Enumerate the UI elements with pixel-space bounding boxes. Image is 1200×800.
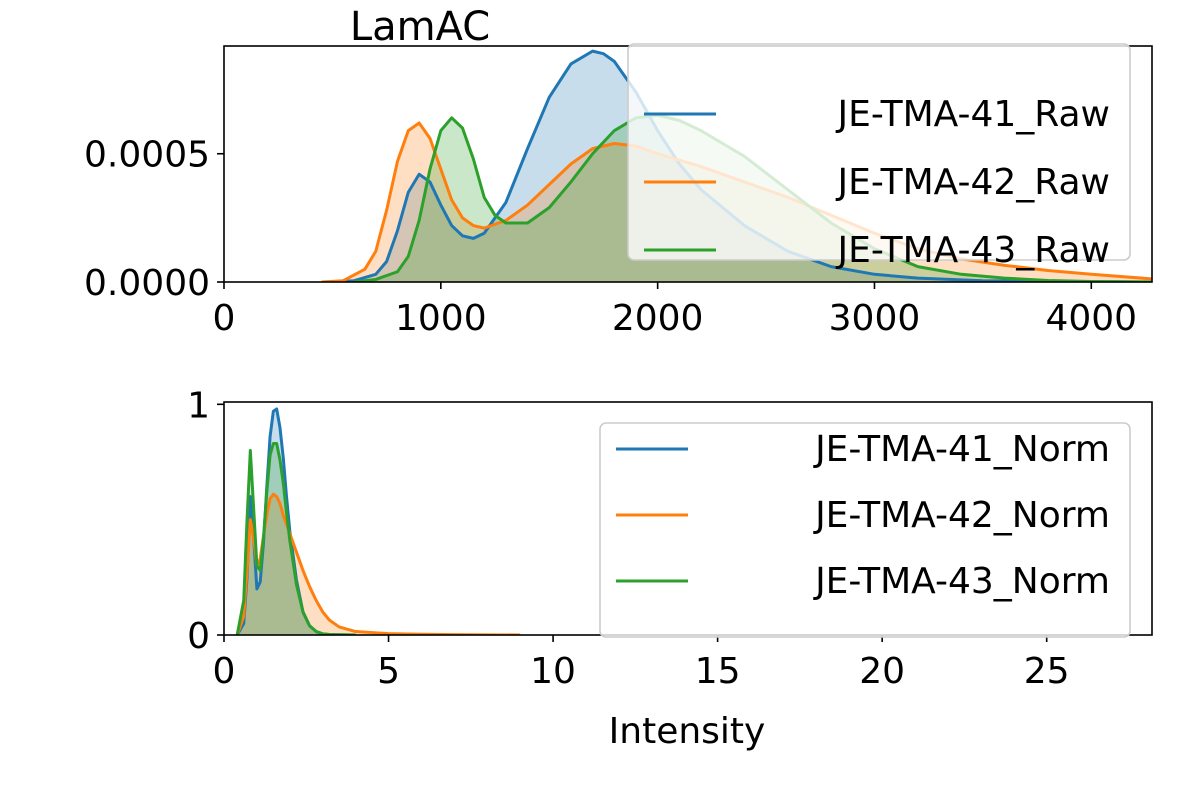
legend-top: JE-TMA-41_Raw JE-TMA-42_Raw JE-TMA-43_Raw	[627, 43, 1131, 271]
y-tick-label-top: 0.0005	[84, 135, 210, 176]
chart-title: LamAC	[350, 4, 490, 50]
legend-label-JE-TMA-42_Raw: JE-TMA-42_Raw	[836, 162, 1110, 203]
legend-box-top	[627, 43, 1131, 261]
x-tick-label-bottom: 0	[213, 651, 236, 692]
legend-label-JE-TMA-41_Norm: JE-TMA-41_Norm	[813, 429, 1110, 470]
legend-label-JE-TMA-41_Raw: JE-TMA-41_Raw	[836, 94, 1110, 135]
legend-label-JE-TMA-42_Norm: JE-TMA-42_Norm	[813, 495, 1110, 536]
x-tick-label-bottom: 10	[530, 651, 576, 692]
panel-bottom: 0 5 10 15 20 25 0 1 JE-TMA-41_Norm JE-TMA-42_Norm…	[187, 385, 1153, 692]
plot-area-bottom	[235, 407, 521, 635]
y-tick-label-top: 0.0000	[84, 263, 210, 304]
x-tick-label-top: 3000	[829, 298, 921, 339]
area-fill-JE-TMA-42_Norm	[237, 494, 521, 635]
x-tick-label-bottom: 15	[695, 651, 741, 692]
x-tick-label-top: 4000	[1045, 298, 1137, 339]
legend-label-JE-TMA-43_Norm: JE-TMA-43_Norm	[813, 561, 1110, 602]
x-tick-label-top: 0	[213, 298, 236, 339]
legend-bottom: JE-TMA-41_Norm JE-TMA-42_Norm JE-TMA-43_No…	[599, 422, 1131, 638]
x-tick-label-bottom: 5	[377, 651, 400, 692]
x-tick-label-bottom: 25	[1024, 651, 1070, 692]
x-tick-label-top: 1000	[395, 298, 487, 339]
panel-top: 0 1000 2000 3000 4000 0.0000 0.0005 JE-TMA-41_R…	[84, 43, 1153, 339]
y-tick-label-bottom: 0	[187, 616, 210, 657]
legend-label-JE-TMA-43_Raw: JE-TMA-43_Raw	[836, 230, 1110, 271]
x-axis-label-bottom: Intensity	[609, 711, 766, 752]
area-fill-JE-TMA-41_Raw	[332, 51, 1152, 282]
x-tick-label-top: 2000	[612, 298, 704, 339]
x-tick-label-bottom: 20	[859, 651, 905, 692]
series-line-JE-TMA-43_Norm	[235, 442, 356, 635]
area-fill-JE-TMA-43_Norm	[237, 443, 356, 635]
y-tick-label-bottom: 1	[187, 385, 210, 426]
area-fill-JE-TMA-41_Norm	[237, 408, 356, 635]
series-line-JE-TMA-43_Raw	[353, 113, 1152, 282]
legend-box-bottom	[599, 422, 1131, 638]
